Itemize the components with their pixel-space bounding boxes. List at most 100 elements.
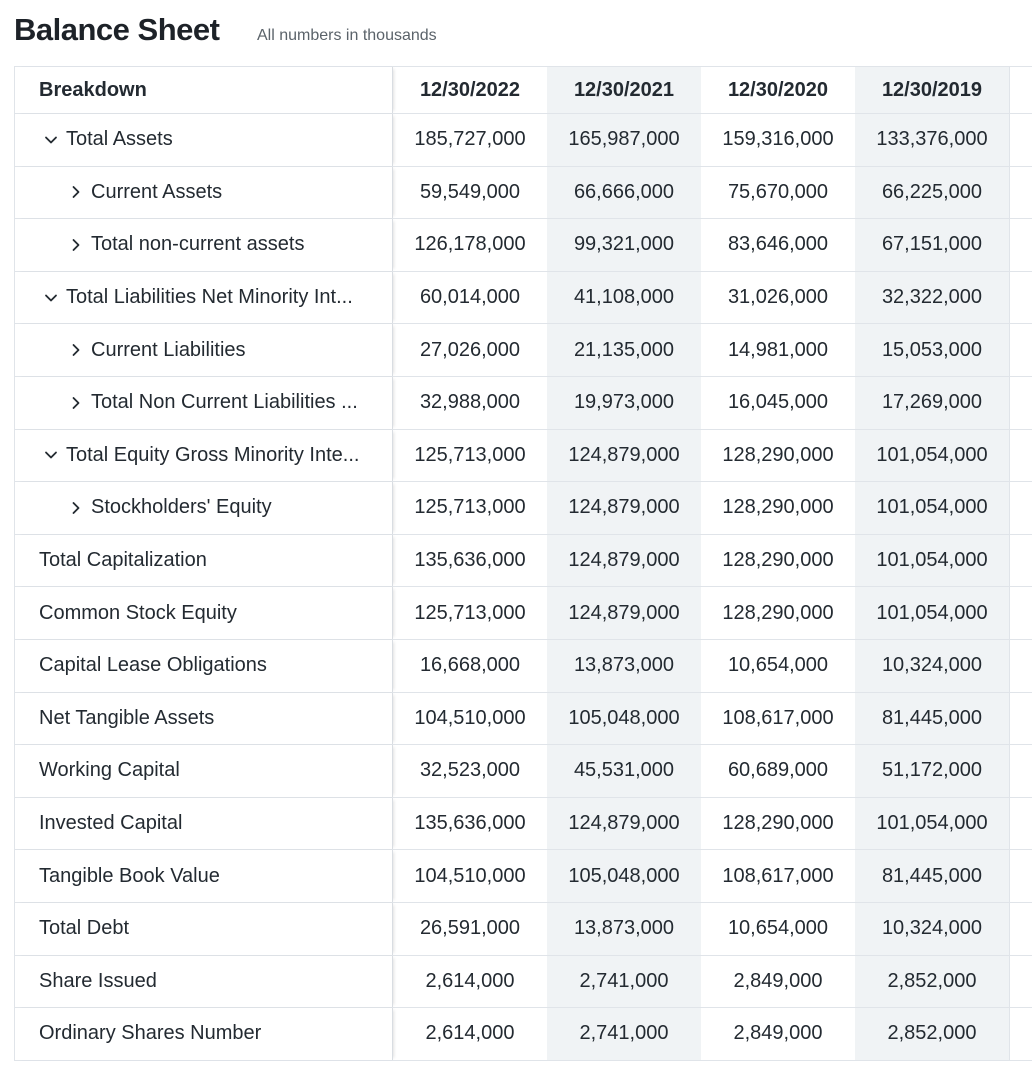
table-header-row: Breakdown 12/30/2022 12/30/2021 12/30/20… — [15, 67, 1032, 114]
value-cell: 104,510,000 — [414, 864, 526, 887]
column-header: 12/30/2022 — [419, 78, 521, 101]
value-cell: 99,321,000 — [547, 219, 701, 271]
value-cell: 128,290,000 — [722, 496, 834, 519]
row-label-cell: Common Stock Equity — [15, 587, 393, 639]
value-cell: 165,987,000 — [547, 114, 701, 166]
value-cell: 66,666,000 — [547, 166, 701, 219]
row-label-cell: Total Debt — [15, 902, 393, 955]
value-cell: 10,324,000 — [855, 639, 1010, 692]
table-body: Total Assets 185,727,000 165,987,000 159,31… — [15, 114, 1032, 1061]
value-cell: 108,617,000 — [722, 864, 834, 887]
chevron-right-icon[interactable] — [68, 395, 84, 411]
value-cell: 2,614,000 — [425, 1022, 515, 1045]
value-cell: 105,048,000 — [547, 850, 701, 902]
table-row[interactable]: Current Assets 59,549,000 66,666,000 75,670… — [15, 166, 1032, 220]
value-cell: 101,054,000 — [855, 482, 1010, 534]
value-cell: 75,670,000 — [727, 180, 829, 203]
table-row: Common Stock Equity 125,713,000 124,879,00… — [15, 587, 1032, 640]
value-cell: 185,727,000 — [414, 128, 526, 151]
row-label: Invested Capital — [39, 812, 183, 835]
value-cell: 16,668,000 — [419, 654, 521, 677]
value-cell: 135,636,000 — [414, 549, 526, 572]
value-cell: 15,053,000 — [855, 324, 1010, 376]
value-cell: 67,151,000 — [855, 219, 1010, 271]
row-label: Capital Lease Obligations — [39, 654, 267, 677]
row-label-cell: Working Capital — [15, 745, 393, 797]
value-cell: 108,617,000 — [722, 706, 834, 729]
row-label: Common Stock Equity — [39, 601, 237, 624]
row-label-cell: Total Assets — [15, 114, 393, 166]
table-row[interactable]: Total Assets 185,727,000 165,987,000 159,31… — [15, 114, 1032, 167]
column-header: 12/30/2021 — [547, 67, 701, 113]
value-cell: 31,026,000 — [727, 286, 829, 309]
value-cell: 105,048,000 — [547, 692, 701, 745]
value-cell: 41,108,000 — [547, 271, 701, 324]
value-cell: 101,054,000 — [855, 797, 1010, 850]
value-cell: 14,981,000 — [727, 338, 829, 361]
value-cell: 51,172,000 — [855, 745, 1010, 797]
chevron-right-icon[interactable] — [68, 184, 84, 200]
chevron-down-icon[interactable] — [43, 290, 59, 306]
table-row[interactable]: Stockholders' Equity 125,713,000 124,879,0… — [15, 482, 1032, 535]
value-cell: 2,849,000 — [733, 969, 823, 992]
breakdown-header: Breakdown — [15, 67, 393, 113]
value-cell: 125,713,000 — [414, 601, 526, 624]
table-row[interactable]: Total Equity Gross Minority Inte... 125,7… — [15, 429, 1032, 483]
row-label: Current Assets — [91, 180, 223, 203]
table-row: Capital Lease Obligations 16,668,000 13,87… — [15, 639, 1032, 693]
value-cell: 2,849,000 — [733, 1022, 823, 1045]
value-cell: 2,852,000 — [855, 1008, 1010, 1060]
chevron-right-icon[interactable] — [68, 342, 84, 358]
value-cell: 16,045,000 — [727, 391, 829, 414]
value-cell: 124,879,000 — [547, 429, 701, 482]
table-row: Net Tangible Assets 104,510,000 105,048,00… — [15, 692, 1032, 746]
row-label: Total Liabilities Net Minority Int... — [66, 286, 353, 309]
row-label-cell: Capital Lease Obligations — [15, 639, 393, 692]
value-cell: 60,014,000 — [419, 286, 521, 309]
chevron-down-icon[interactable] — [43, 447, 59, 463]
value-cell: 66,225,000 — [855, 166, 1010, 219]
value-cell: 32,322,000 — [855, 271, 1010, 324]
value-cell: 13,873,000 — [547, 639, 701, 692]
value-cell: 2,852,000 — [855, 955, 1010, 1008]
value-cell: 125,713,000 — [414, 443, 526, 466]
value-cell: 81,445,000 — [855, 692, 1010, 745]
value-cell: 124,879,000 — [547, 587, 701, 639]
row-label-cell: Total non-current assets — [15, 219, 393, 271]
value-cell: 81,445,000 — [855, 850, 1010, 902]
row-label-cell: Total Non Current Liabilities ... — [15, 376, 393, 429]
value-cell: 128,290,000 — [722, 812, 834, 835]
row-label: Total non-current assets — [91, 233, 305, 256]
units-note: All numbers in thousands — [257, 27, 437, 44]
table-row: Ordinary Shares Number 2,614,000 2,741,000… — [15, 1008, 1032, 1061]
chevron-right-icon[interactable] — [68, 500, 84, 516]
value-cell: 19,973,000 — [547, 376, 701, 429]
row-label: Working Capital — [39, 759, 180, 782]
row-label: Total Capitalization — [39, 549, 207, 572]
value-cell: 10,324,000 — [855, 902, 1010, 955]
value-cell: 17,269,000 — [855, 376, 1010, 429]
table-row[interactable]: Current Liabilities 27,026,000 21,135,000 1… — [15, 324, 1032, 377]
chevron-right-icon[interactable] — [68, 237, 84, 253]
table-row[interactable]: Total Non Current Liabilities ... 32,988,… — [15, 376, 1032, 430]
table-row[interactable]: Total non-current assets 126,178,000 99,32… — [15, 219, 1032, 272]
value-cell: 60,689,000 — [727, 759, 829, 782]
balance-sheet-table: Breakdown 12/30/2022 12/30/2021 12/30/20… — [14, 66, 1032, 1061]
value-cell: 27,026,000 — [419, 338, 521, 361]
row-label-cell: Total Equity Gross Minority Inte... — [15, 429, 393, 482]
row-label-cell: Share Issued — [15, 955, 393, 1008]
value-cell: 10,654,000 — [727, 917, 829, 940]
row-label: Ordinary Shares Number — [39, 1022, 262, 1045]
chevron-down-icon[interactable] — [43, 132, 59, 148]
value-cell: 133,376,000 — [855, 114, 1010, 166]
value-cell: 125,713,000 — [414, 496, 526, 519]
table-row: Invested Capital 135,636,000 124,879,000 12… — [15, 797, 1032, 851]
table-row[interactable]: Total Liabilities Net Minority Int... 60,… — [15, 271, 1032, 325]
value-cell: 10,654,000 — [727, 654, 829, 677]
value-cell: 126,178,000 — [414, 233, 526, 256]
column-header: 12/30/2020 — [727, 78, 829, 101]
value-cell: 13,873,000 — [547, 902, 701, 955]
value-cell: 124,879,000 — [547, 797, 701, 850]
value-cell: 101,054,000 — [855, 429, 1010, 482]
table-row: Total Capitalization 135,636,000 124,879,0… — [15, 534, 1032, 588]
